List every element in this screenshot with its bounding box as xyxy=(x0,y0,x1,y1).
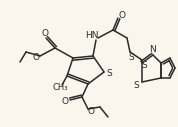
Text: S: S xyxy=(133,82,139,91)
Text: O: O xyxy=(88,107,95,116)
Text: S: S xyxy=(128,52,134,61)
Text: O: O xyxy=(62,98,69,107)
Text: S: S xyxy=(141,60,147,69)
Text: S: S xyxy=(106,68,112,77)
Text: O: O xyxy=(33,52,40,61)
Text: N: N xyxy=(149,45,155,54)
Text: HN: HN xyxy=(85,31,99,41)
Text: O: O xyxy=(119,12,125,20)
Text: CH₃: CH₃ xyxy=(52,83,68,92)
Text: O: O xyxy=(41,29,48,38)
